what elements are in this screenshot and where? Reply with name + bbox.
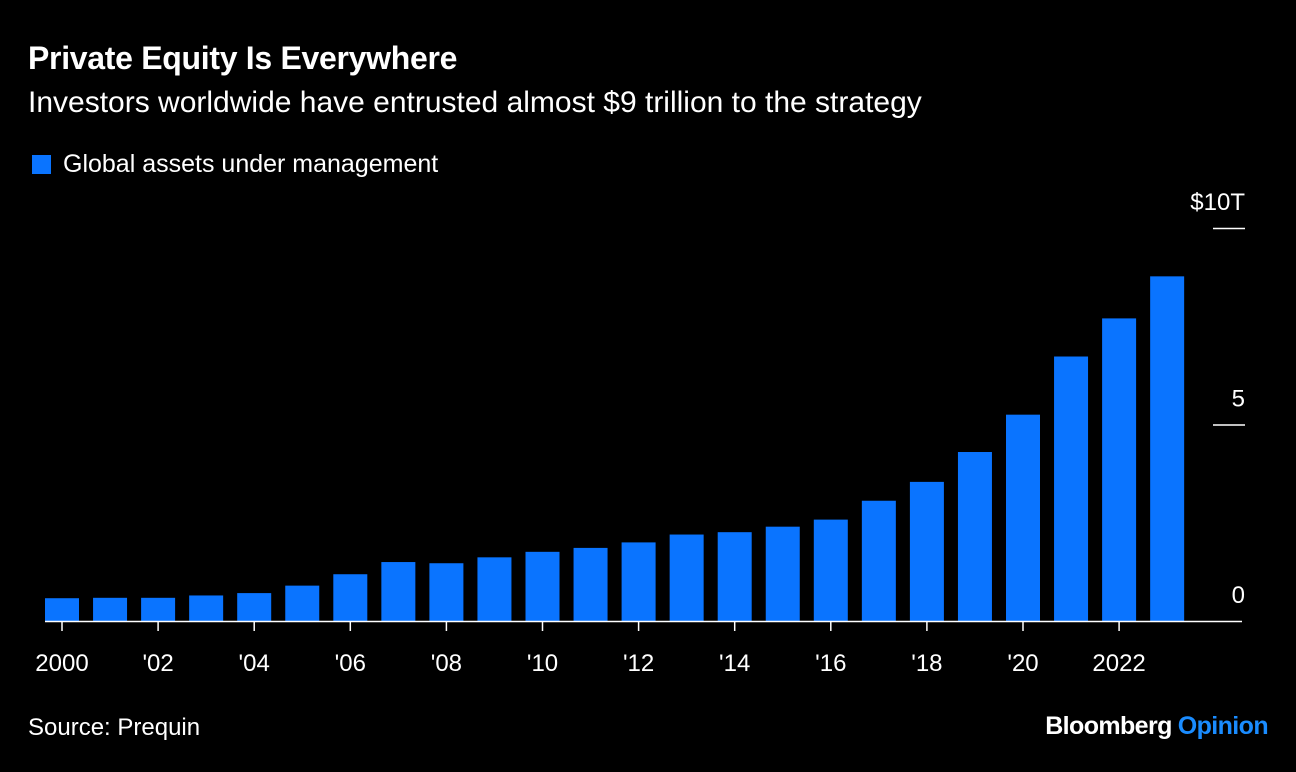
bar-2020 bbox=[1006, 414, 1040, 621]
bar-2017 bbox=[861, 500, 896, 621]
bar-2001 bbox=[93, 597, 128, 621]
x-tick-label-2002: '02 bbox=[142, 650, 173, 677]
bar-2021 bbox=[1054, 356, 1089, 621]
y-tick-label-5: 5 bbox=[1232, 386, 1245, 413]
x-tick-label-2022: 2022 bbox=[1092, 650, 1145, 677]
x-tick-label-2016: '16 bbox=[815, 650, 846, 677]
x-tick-label-2004: '04 bbox=[239, 650, 270, 677]
bar-2014 bbox=[717, 532, 752, 621]
y-tick-label-10: $10T bbox=[1190, 189, 1245, 216]
bar-2000 bbox=[45, 598, 79, 621]
bar-2003 bbox=[189, 595, 224, 621]
chart-title: Private Equity Is Everywhere bbox=[28, 40, 458, 76]
x-tick-label-2014: '14 bbox=[719, 650, 750, 677]
bar-2007 bbox=[381, 562, 416, 621]
bar-2023 bbox=[1150, 276, 1185, 621]
bar-2006 bbox=[333, 574, 368, 621]
brand-accent: Opinion bbox=[1177, 712, 1269, 740]
bar-2004 bbox=[237, 593, 272, 621]
bar-2016 bbox=[813, 519, 848, 621]
brand-main: Bloomberg bbox=[1045, 712, 1172, 740]
bar-2009 bbox=[477, 557, 512, 621]
chart-subtitle: Investors worldwide have entrusted almos… bbox=[28, 86, 922, 119]
x-tick-label-2008: '08 bbox=[431, 650, 462, 677]
x-tick-label-2000: 2000 bbox=[35, 650, 88, 677]
x-tick-label-2020: '20 bbox=[1007, 650, 1038, 677]
x-tick-label-2018: '18 bbox=[911, 650, 942, 677]
y-tick-label-0: 0 bbox=[1232, 582, 1245, 609]
legend-swatch bbox=[32, 155, 51, 174]
bar-2008 bbox=[429, 563, 464, 621]
bar-2010 bbox=[525, 551, 560, 621]
bar-2022 bbox=[1102, 318, 1137, 621]
x-tick-label-2006: '06 bbox=[335, 650, 366, 677]
x-tick-label-2010: '10 bbox=[527, 650, 558, 677]
bar-2015 bbox=[765, 526, 800, 621]
x-tick-label-2012: '12 bbox=[623, 650, 654, 677]
legend: Global assets under management bbox=[32, 150, 438, 179]
bar-2013 bbox=[669, 534, 704, 621]
bar-2002 bbox=[141, 597, 176, 621]
legend-label: Global assets under management bbox=[63, 150, 439, 178]
bar-2011 bbox=[573, 547, 608, 621]
source-note: Source: Prequin bbox=[28, 714, 201, 741]
bar-2012 bbox=[621, 542, 656, 621]
bar-2018 bbox=[909, 481, 944, 621]
bar-2005 bbox=[285, 585, 320, 621]
bar-2019 bbox=[957, 452, 992, 621]
bloomberg-opinion-logo: Bloomberg Opinion bbox=[1045, 712, 1268, 741]
